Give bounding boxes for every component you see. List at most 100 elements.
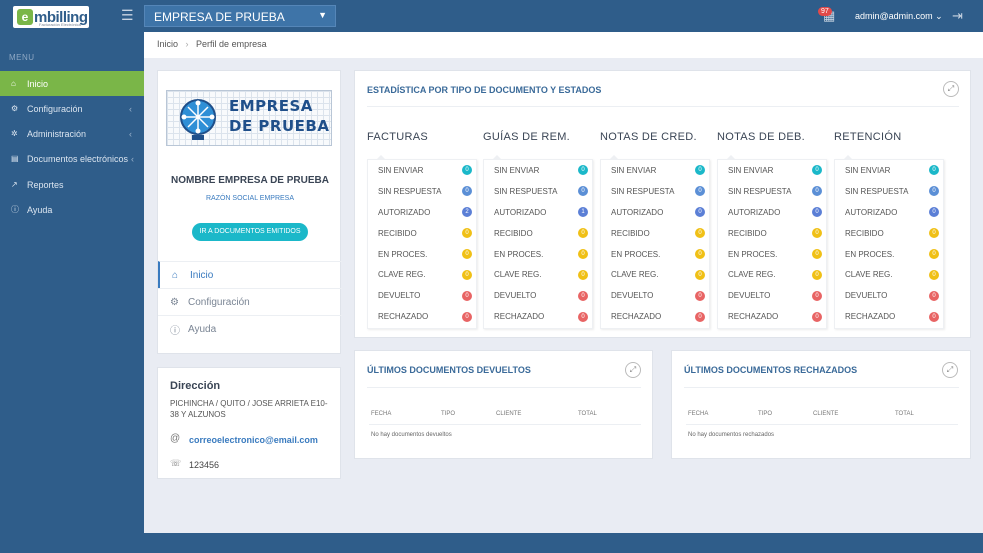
status-row[interactable]: AUTORIZADO 0 <box>601 202 709 223</box>
status-row[interactable]: SIN ENVIAR 0 <box>718 160 826 181</box>
status-row[interactable]: RECHAZADO 0 <box>601 306 709 327</box>
status-row[interactable]: DEVUELTO 0 <box>601 285 709 306</box>
profile-menu-label: Ayuda <box>188 323 217 335</box>
hamburger-menu-icon[interactable]: ☰ <box>121 7 134 23</box>
status-row[interactable]: EN PROCES. 0 <box>368 244 476 265</box>
status-row[interactable]: SIN RESPUESTA 0 <box>484 181 592 202</box>
contact-phone: 123456 <box>189 460 220 470</box>
status-row[interactable]: EN PROCES. 0 <box>484 244 592 265</box>
status-row[interactable]: AUTORIZADO 1 <box>484 202 592 223</box>
status-count-badge: 0 <box>578 290 588 301</box>
breadcrumb-home[interactable]: Inicio <box>157 39 179 49</box>
status-row[interactable]: CLAVE REG. 0 <box>718 264 826 285</box>
status-row[interactable]: EN PROCES. 0 <box>601 244 709 265</box>
stats-column-box: SIN ENVIAR 0 SIN RESPUESTA 0 AUTORIZADO 0 RECI… <box>600 155 710 329</box>
status-row[interactable]: AUTORIZADO 0 <box>835 202 943 223</box>
stats-column: NOTAS DE DEB. SIN ENVIAR 0 SIN RESPUESTA 0 AU… <box>717 131 827 329</box>
profile-menu-inicio[interactable]: ⌂ Inicio <box>158 261 342 288</box>
status-row[interactable]: RECIBIDO 0 <box>368 223 476 244</box>
status-label: EN PROCES. <box>611 249 661 259</box>
issued-documents-button[interactable]: IR A DOCUMENTOS EMITIDOS <box>192 223 308 241</box>
status-row[interactable]: SIN ENVIAR 0 <box>835 160 943 181</box>
status-row[interactable]: EN PROCES. 0 <box>718 244 826 265</box>
status-count-badge: 0 <box>929 311 939 322</box>
chevron-left-icon: ‹ <box>129 128 132 139</box>
status-row[interactable]: AUTORIZADO 2 <box>368 202 476 223</box>
status-row[interactable]: AUTORIZADO 0 <box>718 202 826 223</box>
sidebar-item-documentos[interactable]: ▤ Documentos electrónicos ‹ <box>0 146 144 171</box>
status-row[interactable]: SIN RESPUESTA 0 <box>835 181 943 202</box>
sidebar-item-reportes[interactable]: ↗ Reportes <box>0 172 144 197</box>
sidebar-item-configuracion[interactable]: ⚙ Configuración ‹ <box>0 96 144 121</box>
profile-menu-configuracion[interactable]: ⚙ Configuración <box>158 288 342 315</box>
status-count-badge: 0 <box>578 228 588 239</box>
sidebar-menu-label: MENU <box>9 53 35 62</box>
profile-menu-ayuda[interactable]: ⓘ Ayuda <box>158 315 342 342</box>
sidebar-item-label: Ayuda <box>27 204 53 215</box>
status-row[interactable]: RECIBIDO 0 <box>835 223 943 244</box>
status-row[interactable]: RECHAZADO 0 <box>484 306 592 327</box>
breadcrumb: Inicio › Perfil de empresa <box>144 32 983 58</box>
status-row[interactable]: SIN ENVIAR 0 <box>368 160 476 181</box>
status-row[interactable]: DEVUELTO 0 <box>718 285 826 306</box>
status-count-badge: 0 <box>695 165 705 176</box>
status-row[interactable]: CLAVE REG. 0 <box>601 264 709 285</box>
status-label: RECIBIDO <box>494 228 533 238</box>
sidebar-item-inicio[interactable]: ⌂ Inicio <box>0 71 144 96</box>
status-row[interactable]: CLAVE REG. 0 <box>835 264 943 285</box>
home-icon: ⌂ <box>11 79 16 88</box>
status-label: AUTORIZADO <box>494 207 547 217</box>
chevron-left-icon: ‹ <box>129 103 132 114</box>
status-count-badge: 0 <box>812 186 822 197</box>
status-row[interactable]: RECIBIDO 0 <box>601 223 709 244</box>
stats-column-title: RETENCIÓN <box>834 131 902 143</box>
status-label: SIN RESPUESTA <box>728 186 792 196</box>
status-row[interactable]: CLAVE REG. 0 <box>368 264 476 285</box>
sidebar-item-administracion[interactable]: ✲ Administración ‹ <box>0 121 144 146</box>
status-row[interactable]: SIN RESPUESTA 0 <box>718 181 826 202</box>
status-row[interactable]: RECHAZADO 0 <box>718 306 826 327</box>
stats-column-box: SIN ENVIAR 0 SIN RESPUESTA 0 AUTORIZADO 1 RECI… <box>483 155 593 329</box>
status-row[interactable]: RECIBIDO 0 <box>718 223 826 244</box>
stats-column: GUÍAS DE REM. SIN ENVIAR 0 SIN RESPUESTA 0 AU… <box>483 131 593 329</box>
expand-icon[interactable]: ⤢ <box>625 362 641 378</box>
status-row[interactable]: DEVUELTO 0 <box>484 285 592 306</box>
status-row[interactable]: DEVUELTO 0 <box>835 285 943 306</box>
status-count-badge: 0 <box>578 311 588 322</box>
stats-title: ESTADÍSTICA POR TIPO DE DOCUMENTO Y ESTA… <box>367 85 602 95</box>
user-menu[interactable]: admin@admin.com ⌄ <box>855 11 943 21</box>
column-header: FECHA <box>371 411 392 417</box>
status-label: AUTORIZADO <box>611 207 664 217</box>
status-row[interactable]: DEVUELTO 0 <box>368 285 476 306</box>
status-count-badge: 0 <box>462 311 472 322</box>
chevron-down-icon: ▼ <box>318 10 327 20</box>
contact-email[interactable]: correoelectronico@email.com <box>189 435 318 445</box>
status-row[interactable]: RECHAZADO 0 <box>835 306 943 327</box>
status-row[interactable]: SIN RESPUESTA 0 <box>368 181 476 202</box>
app-logo[interactable]: e mbilling Facturación Electrónica <box>13 6 89 28</box>
stats-column-title: GUÍAS DE REM. <box>483 131 571 143</box>
status-row[interactable]: RECHAZADO 0 <box>368 306 476 327</box>
logout-icon[interactable]: ⇥ <box>952 8 963 23</box>
sidebar-item-ayuda[interactable]: ⓘ Ayuda <box>0 197 144 222</box>
status-count-badge: 0 <box>462 186 472 197</box>
status-row[interactable]: SIN ENVIAR 0 <box>484 160 592 181</box>
column-header: TOTAL <box>895 411 914 417</box>
divider <box>684 387 959 388</box>
company-name: NOMBRE EMPRESA DE PRUEBA <box>171 175 329 186</box>
home-icon: ⌂ <box>172 269 179 281</box>
status-label: CLAVE REG. <box>845 270 893 280</box>
empty-message: No hay documentos rechazados <box>688 432 775 438</box>
column-header: TIPO <box>758 411 773 417</box>
status-row[interactable]: SIN RESPUESTA 0 <box>601 181 709 202</box>
footer-bar <box>0 533 983 553</box>
company-select[interactable]: EMPRESA DE PRUEBA ▼ <box>144 5 336 27</box>
status-row[interactable]: RECIBIDO 0 <box>484 223 592 244</box>
status-row[interactable]: CLAVE REG. 0 <box>484 264 592 285</box>
status-row[interactable]: SIN ENVIAR 0 <box>601 160 709 181</box>
expand-icon[interactable]: ⤢ <box>943 81 959 97</box>
status-label: EN PROCES. <box>728 249 778 259</box>
expand-icon[interactable]: ⤢ <box>942 362 958 378</box>
status-row[interactable]: EN PROCES. 0 <box>835 244 943 265</box>
returned-title: ÚLTIMOS DOCUMENTOS DEVUELTOS <box>367 365 531 375</box>
